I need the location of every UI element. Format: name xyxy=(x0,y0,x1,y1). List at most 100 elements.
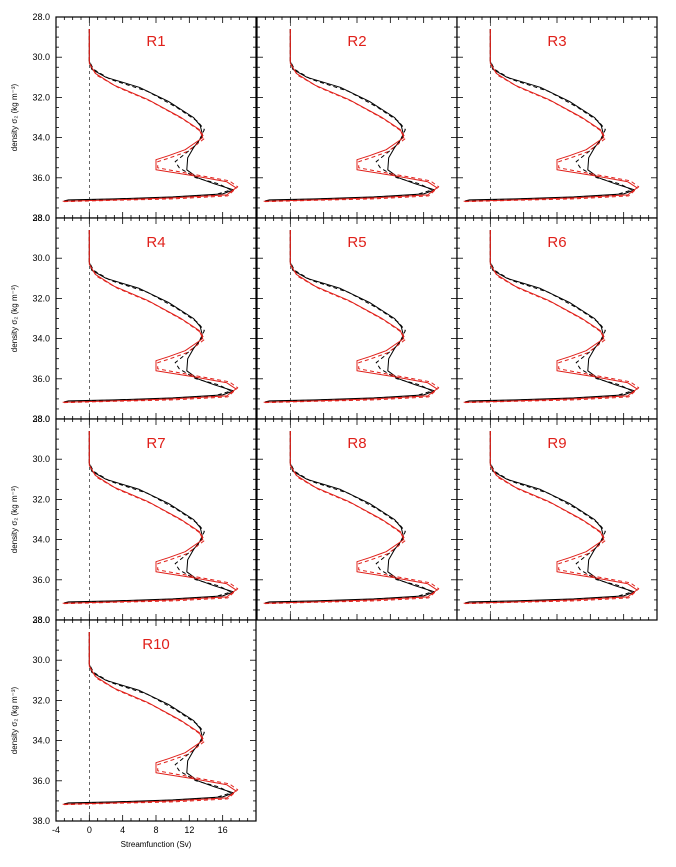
series-line-red-solid xyxy=(62,431,237,604)
series-line-red-solid xyxy=(62,632,237,805)
panel-r5: R5 xyxy=(256,217,458,420)
series-line-black-solid xyxy=(64,632,234,805)
series-line-red-dashed xyxy=(62,431,239,605)
panel-label: R7 xyxy=(146,435,165,452)
series-line-black-dashed xyxy=(265,29,433,202)
y-tick-label: 36.0 xyxy=(32,776,50,786)
y-tick-label: 28.0 xyxy=(32,414,50,424)
y-tick-label: 32.0 xyxy=(32,695,50,705)
x-ticks xyxy=(256,419,458,620)
series-line-red-dashed xyxy=(263,431,440,605)
series-line-black-solid xyxy=(265,230,435,403)
y-tick-label: 28.0 xyxy=(32,213,50,223)
y-axis-title: density σ₂ (kg m⁻³) xyxy=(10,686,19,754)
y-ticks xyxy=(457,16,657,219)
series-line-black-solid xyxy=(465,230,635,403)
x-ticks xyxy=(55,620,257,821)
series-line-black-dashed xyxy=(465,230,633,403)
x-ticks xyxy=(256,17,458,218)
y-tick-label: 32.0 xyxy=(32,92,50,102)
series-line-black-dashed xyxy=(465,431,633,604)
x-tick-label: -4 xyxy=(52,825,60,835)
series-line-black-dashed xyxy=(64,29,232,202)
series-line-black-solid xyxy=(465,29,635,202)
series-line-red-dashed xyxy=(263,230,440,404)
series-line-black-dashed xyxy=(64,230,232,403)
series-line-red-solid xyxy=(263,230,438,403)
series-line-black-solid xyxy=(64,230,234,403)
y-tick-label: 38.0 xyxy=(32,615,50,625)
panel-label: R6 xyxy=(547,234,566,251)
series-line-black-dashed xyxy=(64,431,232,604)
y-tick-label: 36.0 xyxy=(32,575,50,585)
y-ticks xyxy=(56,418,256,621)
y-ticks xyxy=(56,217,256,420)
y-tick-label: 30.0 xyxy=(32,253,50,263)
x-tick-label: 12 xyxy=(184,825,194,835)
y-tick-label: 34.0 xyxy=(32,736,50,746)
series-line-red-solid xyxy=(463,431,638,604)
y-ticks xyxy=(457,217,657,420)
series-line-black-solid xyxy=(265,29,435,202)
panel-r8: R8 xyxy=(256,418,458,621)
y-ticks xyxy=(457,418,657,621)
panel-label: R5 xyxy=(347,234,366,251)
series-line-red-dashed xyxy=(62,632,239,806)
panel-label: R1 xyxy=(146,33,165,50)
y-tick-label: 38.0 xyxy=(32,414,50,424)
series-line-black-solid xyxy=(265,431,435,604)
panel-r9: R9 xyxy=(456,418,658,621)
panel-r4: 28.0 30.0 32.0 34.0 36.0 38.0 R4 xyxy=(32,213,257,424)
series-line-red-dashed xyxy=(463,29,640,203)
x-tick-label: 4 xyxy=(120,825,125,835)
panel-r3: R3 xyxy=(456,16,658,219)
y-axis-title: density σ₂ (kg m⁻³) xyxy=(10,485,19,553)
x-tick-label: 16 xyxy=(218,825,228,835)
series-line-black-dashed xyxy=(465,29,633,202)
panel-r1: 28.0 30.0 32.0 34.0 36.0 38.0 R1 xyxy=(32,12,257,223)
series-line-black-solid xyxy=(64,431,234,604)
panel-label: R2 xyxy=(347,33,366,50)
panel-r7: 28.0 30.0 32.0 34.0 36.0 38.0 R7 xyxy=(32,414,257,625)
panel-label: R8 xyxy=(347,435,366,452)
x-tick-label: 8 xyxy=(153,825,158,835)
x-tick-label: 0 xyxy=(87,825,92,835)
panels-layer: 28.0 30.0 32.0 34.0 36.0 38.0 R1 R2 R3 28.0 30.0 32… xyxy=(32,12,658,835)
x-ticks xyxy=(456,218,658,419)
y-tick-label: 28.0 xyxy=(32,615,50,625)
x-ticks xyxy=(456,419,658,620)
panel-label: R10 xyxy=(142,636,170,653)
y-tick-label: 32.0 xyxy=(32,293,50,303)
x-axis-title: Streamfunction (Sv) xyxy=(121,840,192,849)
series-line-red-solid xyxy=(62,230,237,403)
series-line-red-dashed xyxy=(62,29,239,203)
series-line-black-dashed xyxy=(265,431,433,604)
y-tick-label: 30.0 xyxy=(32,454,50,464)
panel-label: R9 xyxy=(547,435,566,452)
series-line-black-solid xyxy=(465,431,635,604)
y-axis-title: density σ₂ (kg m⁻³) xyxy=(10,83,19,151)
y-tick-label: 38.0 xyxy=(32,816,50,826)
y-tick-label: 28.0 xyxy=(32,12,50,22)
series-line-red-solid xyxy=(62,29,237,202)
series-line-red-dashed xyxy=(463,230,640,404)
x-ticks xyxy=(55,419,257,620)
series-line-red-solid xyxy=(263,431,438,604)
y-tick-label: 34.0 xyxy=(32,133,50,143)
panel-r6: R6 xyxy=(456,217,658,420)
series-line-red-solid xyxy=(463,29,638,202)
y-tick-label: 30.0 xyxy=(32,655,50,665)
series-line-red-solid xyxy=(463,230,638,403)
x-ticks xyxy=(456,17,658,218)
y-tick-label: 34.0 xyxy=(32,535,50,545)
panel-label: R4 xyxy=(146,234,165,251)
y-tick-label: 34.0 xyxy=(32,334,50,344)
axis-titles: density σ₂ (kg m⁻³) density σ₂ (kg m⁻³) de… xyxy=(10,83,192,849)
series-line-black-dashed xyxy=(265,230,433,403)
panel-label: R3 xyxy=(547,33,566,50)
y-tick-label: 32.0 xyxy=(32,494,50,504)
y-tick-label: 38.0 xyxy=(32,213,50,223)
y-axis-title: density σ₂ (kg m⁻³) xyxy=(10,284,19,352)
